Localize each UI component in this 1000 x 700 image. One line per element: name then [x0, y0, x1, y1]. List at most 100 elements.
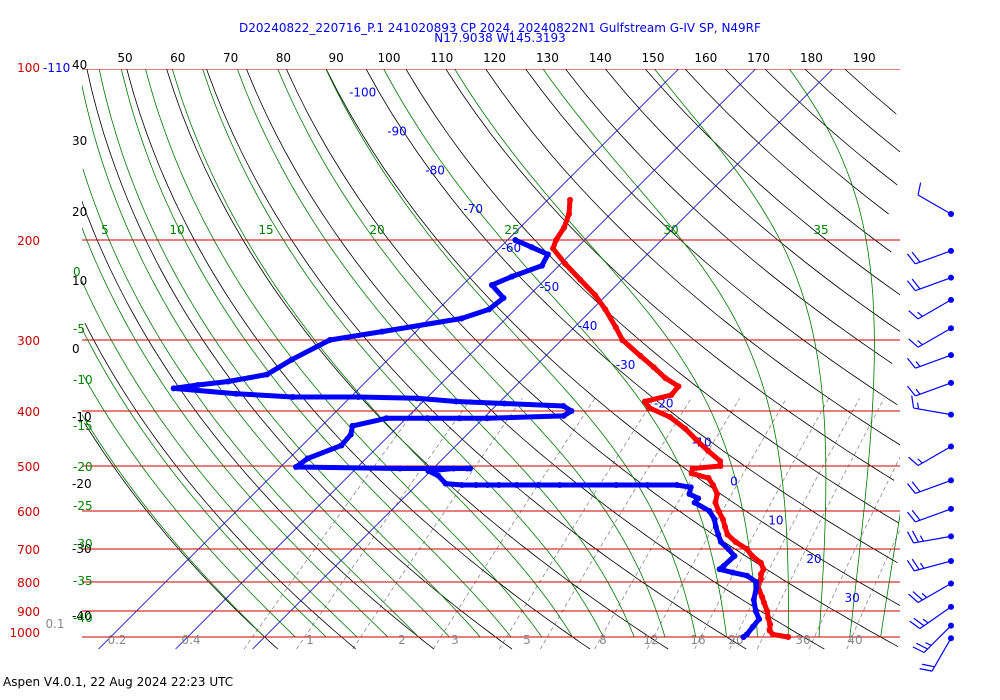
isotherm-label: -100	[349, 86, 376, 100]
wind-barb-staff	[915, 354, 952, 369]
dewpoint-point	[644, 481, 651, 488]
temperature-point	[688, 470, 695, 477]
top-scale-label: 110	[430, 51, 453, 65]
pressure-label-1000: 1000	[9, 626, 40, 640]
dewpoint-point	[673, 481, 680, 488]
wind-barb-flag	[911, 509, 921, 521]
isotherm-label: 10	[768, 513, 783, 527]
wind-barb-halfflag	[925, 642, 932, 646]
dry-adiabat-line	[804, 69, 900, 153]
dewpoint-point	[712, 523, 719, 530]
temperature-point	[724, 531, 731, 538]
left-green-label: -10	[73, 373, 93, 387]
mixing-ratio-label: 16	[690, 633, 705, 647]
temperature-point	[759, 593, 766, 600]
wind-barb-halfflag	[915, 361, 921, 367]
isotherm-label: -50	[540, 280, 560, 294]
chart-subtitle: N17.9038 W145.3193	[434, 31, 566, 45]
moist-adiabat-line	[542, 69, 789, 637]
footer-version: Aspen V4.0.1, 22 Aug 2024 22:23 UTC	[3, 675, 234, 689]
dewpoint-point	[225, 378, 232, 385]
wind-barb-flag	[906, 357, 916, 369]
wind-barb-staff	[917, 445, 952, 467]
wind-barb-flag	[907, 531, 915, 544]
dewpoint-point	[495, 481, 502, 488]
wind-barb	[917, 182, 954, 217]
dewpoint-point	[349, 422, 356, 429]
temperature-point	[757, 571, 764, 578]
mixing-ratio-label: 0.2	[107, 633, 126, 647]
dewpoint-point	[716, 566, 723, 573]
dewpoint-point	[749, 623, 756, 630]
dewpoint-point	[725, 546, 732, 553]
wind-barb-staff	[919, 606, 952, 630]
top-scale-label: 70	[223, 51, 238, 65]
moist-adiabat-line	[82, 168, 419, 638]
isotherm-line	[98, 69, 679, 650]
dewpoint-point	[556, 481, 563, 488]
dewpoint-point	[508, 273, 515, 280]
temperature-point	[693, 437, 700, 444]
pressure-label-100: -110	[43, 61, 70, 75]
dewpoint-point	[729, 569, 736, 576]
wind-barb	[907, 530, 954, 544]
dewpoint-trace	[171, 237, 762, 640]
isotherm-line	[175, 69, 756, 650]
pressure-label-500: 500	[17, 460, 40, 474]
temperature-point	[602, 306, 609, 313]
dry-adiabat-line	[285, 69, 899, 648]
left-scale-label: -20	[72, 477, 92, 491]
wind-barb-halfflag	[917, 340, 923, 346]
wind-barb	[906, 352, 954, 369]
wind-barb	[906, 477, 954, 494]
temperature-point	[743, 546, 750, 553]
wind-barb-flag	[911, 251, 921, 263]
moist-adiabat-line	[82, 83, 450, 638]
top-scale-label: 90	[329, 51, 344, 65]
dewpoint-point	[443, 465, 450, 472]
wind-barb-halfflag	[917, 311, 923, 317]
wind-barb-flag	[911, 278, 921, 290]
temperature-point	[550, 245, 557, 252]
moist-adiabat-line	[145, 69, 543, 638]
dewpoint-point	[379, 328, 386, 335]
top-scale-label: 120	[483, 51, 506, 65]
isotherm-label: 30	[844, 591, 859, 605]
isotherm-label: -70	[463, 202, 483, 216]
temperature-point	[749, 552, 756, 559]
temperature-point	[717, 458, 724, 465]
moist-adiabat-line	[454, 69, 758, 638]
dewpoint-point	[456, 415, 463, 422]
temperature-point	[717, 463, 724, 470]
mixing-ratio-label: 20	[728, 633, 743, 647]
wind-barb-flag	[916, 642, 928, 650]
dewpoint-point	[288, 356, 295, 363]
dewpoint-point	[467, 465, 474, 472]
dewpoint-point	[500, 294, 507, 301]
moist-adiabat-line	[202, 69, 604, 638]
dewpoint-point	[383, 415, 390, 422]
temperature-point	[641, 398, 648, 405]
dewpoint-point	[414, 395, 421, 402]
wind-barb	[908, 325, 954, 348]
isotherm-label: -40	[578, 319, 598, 333]
wind-barb-flag	[908, 338, 919, 348]
left-scale-label: 40	[72, 58, 87, 72]
wind-barb-flag	[921, 663, 935, 668]
wind-barb-halfflag	[916, 402, 920, 410]
left-scale-label: 30	[72, 134, 87, 148]
top-scale-label: 180	[800, 51, 823, 65]
dry-adiabat-line	[684, 69, 892, 253]
wind-barb	[909, 603, 954, 630]
dry-adiabat-line	[365, 69, 898, 564]
isotherm-label: -90	[387, 124, 407, 138]
left-green-label: -5	[73, 322, 85, 336]
temperature-point	[732, 538, 739, 545]
wind-barb-flag	[906, 280, 916, 292]
wind-barb-halfflag	[915, 388, 921, 395]
dewpoint-point	[720, 563, 727, 570]
mixing-ratio-label: 5	[523, 633, 531, 647]
left-scale-label: -40	[72, 609, 92, 623]
dewpoint-point	[513, 481, 520, 488]
top-scale-label: 150	[642, 51, 665, 65]
